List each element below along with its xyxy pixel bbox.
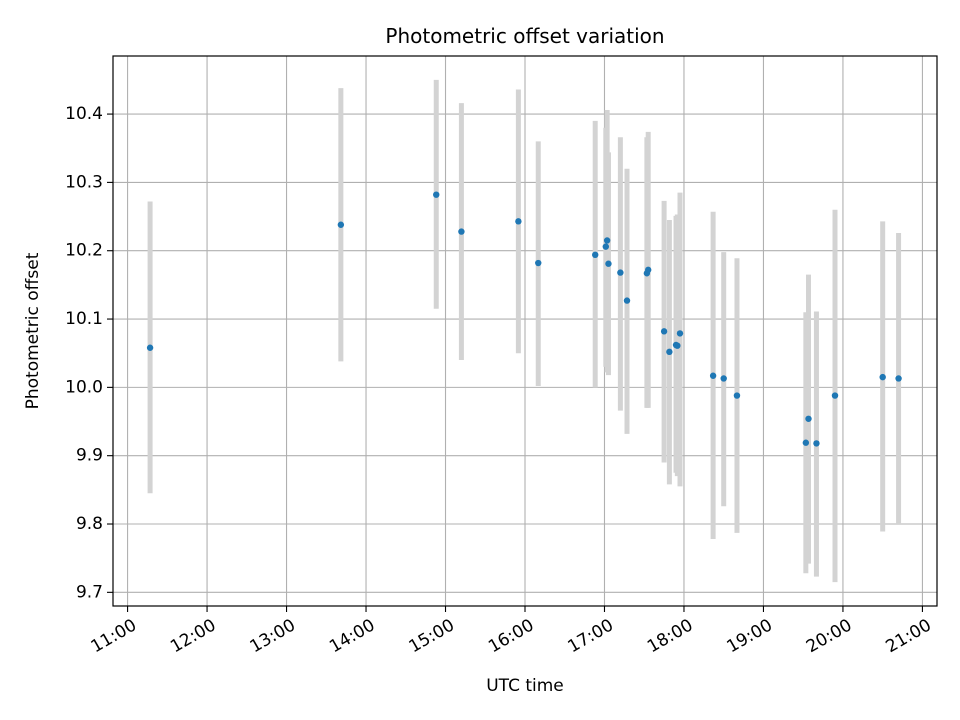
data-point bbox=[146, 344, 154, 351]
data-point bbox=[802, 439, 810, 446]
data-point bbox=[674, 342, 681, 349]
data-point bbox=[733, 392, 741, 399]
y-tick-label: 10.2 bbox=[65, 241, 103, 261]
y-tick-label: 9.9 bbox=[76, 446, 103, 466]
x-axis-label: UTC time bbox=[486, 676, 564, 696]
data-point bbox=[895, 375, 902, 382]
y-tick-label: 10.3 bbox=[65, 172, 103, 192]
data-point bbox=[831, 392, 839, 399]
y-tick-label: 10.0 bbox=[65, 377, 103, 397]
data-point bbox=[458, 228, 465, 235]
data-point bbox=[623, 297, 631, 304]
y-axis-label: Photometric offset bbox=[23, 252, 43, 409]
data-point bbox=[879, 373, 886, 381]
data-point bbox=[515, 218, 522, 225]
data-point bbox=[592, 251, 599, 259]
y-tick-label: 9.7 bbox=[76, 582, 103, 602]
data-point bbox=[805, 415, 812, 422]
data-point bbox=[660, 328, 668, 335]
data-point bbox=[676, 330, 684, 337]
chart-title: Photometric offset variation bbox=[385, 24, 664, 48]
data-point bbox=[645, 266, 652, 274]
data-point bbox=[720, 375, 727, 382]
data-point bbox=[535, 259, 542, 267]
data-point bbox=[603, 237, 611, 244]
data-point bbox=[813, 440, 820, 447]
data-point bbox=[666, 348, 673, 356]
data-point bbox=[709, 372, 717, 379]
data-points bbox=[146, 191, 902, 447]
y-tick-label: 9.8 bbox=[76, 514, 103, 534]
data-point bbox=[433, 191, 440, 198]
data-point bbox=[605, 260, 612, 267]
y-tick-label: 10.4 bbox=[65, 104, 103, 124]
data-point bbox=[337, 221, 345, 228]
data-point bbox=[602, 243, 610, 250]
grid bbox=[113, 56, 937, 606]
y-tick-label: 10.1 bbox=[65, 309, 103, 329]
data-point bbox=[617, 269, 624, 276]
